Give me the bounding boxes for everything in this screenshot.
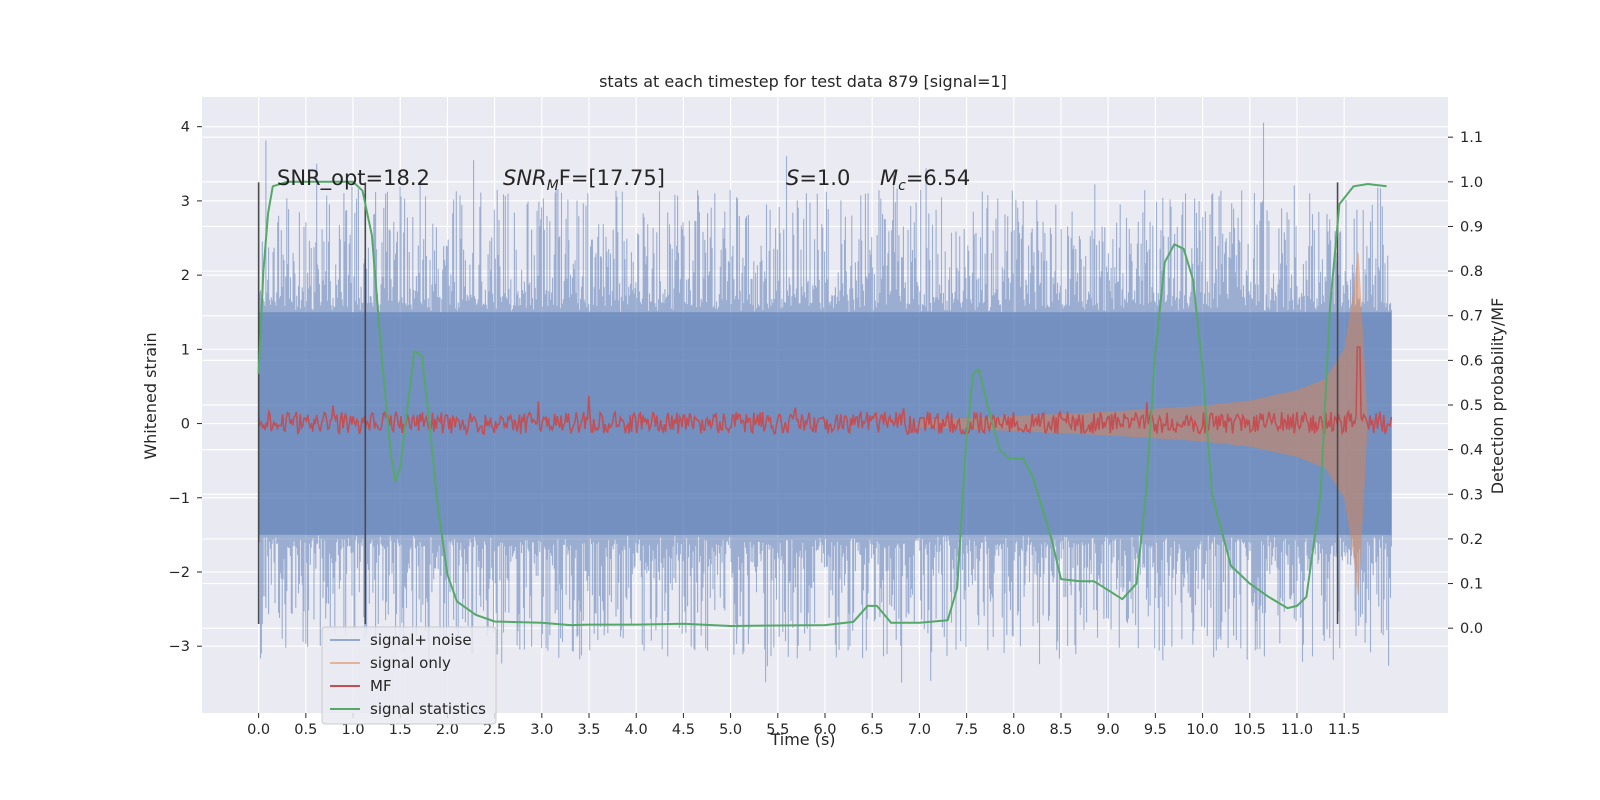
y-right-tick-label: 0.6 bbox=[1460, 353, 1483, 369]
x-tick-label: 4.5 bbox=[672, 722, 695, 738]
x-tick-label: 10.5 bbox=[1234, 722, 1266, 738]
x-tick-label: 8.5 bbox=[1049, 722, 1072, 738]
x-tick-label: 2.5 bbox=[483, 722, 506, 738]
y-right-tick-label: 1.0 bbox=[1460, 175, 1483, 191]
x-tick-label: 0.5 bbox=[294, 722, 317, 738]
annotation-mc: Mc=6.54 bbox=[880, 166, 970, 194]
legend: signal+ noise signal only MF signal stat… bbox=[321, 626, 497, 725]
y-left-axis-ticks: −3 −2 −1 0 1 2 3 4 bbox=[169, 120, 202, 655]
legend-label-mf: MF bbox=[370, 677, 392, 695]
y-left-tick-label: −1 bbox=[169, 491, 190, 507]
mf-line bbox=[257, 346, 1393, 437]
legend-label-signal-noise: signal+ noise bbox=[370, 631, 472, 649]
x-tick-label: 10.0 bbox=[1186, 722, 1218, 738]
y-left-tick-label: 4 bbox=[181, 120, 190, 136]
y-left-tick-label: 3 bbox=[181, 194, 190, 210]
y-axis-left-label: Whitened strain bbox=[141, 332, 160, 459]
x-tick-label: 8.0 bbox=[1002, 722, 1025, 738]
x-tick-label: 6.0 bbox=[813, 722, 836, 738]
y-right-tick-label: 0.0 bbox=[1460, 621, 1483, 637]
legend-label-signal-statistics: signal statistics bbox=[370, 700, 486, 718]
y-left-tick-label: −3 bbox=[169, 639, 190, 655]
y-left-tick-label: 1 bbox=[181, 342, 190, 358]
x-tick-label: 5.0 bbox=[719, 722, 742, 738]
x-axis-ticks: 0.0 0.5 1.0 1.5 2.0 2.5 3.0 3.5 4.0 4.5 5.0 5.5 6.0 6… bbox=[247, 713, 1360, 738]
x-tick-label: 9.0 bbox=[1097, 722, 1120, 738]
signal-statistics-line bbox=[257, 180, 1387, 627]
legend-box bbox=[321, 626, 497, 725]
x-tick-label: 7.0 bbox=[908, 722, 931, 738]
annotation-snr-opt: SNR_opt=18.2 bbox=[277, 166, 430, 191]
x-tick-label: 1.0 bbox=[341, 722, 364, 738]
y-left-tick-label: 0 bbox=[181, 417, 190, 433]
mf-series bbox=[257, 346, 1393, 437]
vertical-markers bbox=[257, 182, 1339, 624]
x-tick-label: 3.0 bbox=[530, 722, 553, 738]
y-right-axis-ticks: 0.0 0.1 0.2 0.3 0.4 0.5 0.6 0.7 0.8 0.9 1.0 1.1 bbox=[1448, 130, 1483, 637]
y-axis-right-label: Detection probability/MF bbox=[1488, 298, 1507, 495]
y-right-tick-label: 0.5 bbox=[1460, 398, 1483, 414]
y-right-tick-label: 0.9 bbox=[1460, 219, 1483, 235]
signal-statistics-series bbox=[257, 180, 1387, 627]
y-right-tick-label: 1.1 bbox=[1460, 130, 1483, 146]
y-left-tick-label: 2 bbox=[181, 268, 190, 284]
y-right-tick-label: 0.4 bbox=[1460, 443, 1483, 459]
x-tick-label: 1.5 bbox=[389, 722, 412, 738]
y-right-tick-label: 0.3 bbox=[1460, 487, 1483, 503]
chart-title: stats at each timestep for test data 879… bbox=[599, 72, 1007, 91]
annotation-s: S=1.0 bbox=[786, 166, 850, 190]
x-tick-label: 7.5 bbox=[955, 722, 978, 738]
x-tick-label: 0.0 bbox=[247, 722, 270, 738]
y-right-tick-label: 0.1 bbox=[1460, 577, 1483, 593]
x-tick-label: 9.5 bbox=[1144, 722, 1167, 738]
x-tick-label: 11.0 bbox=[1281, 722, 1313, 738]
x-tick-label: 5.5 bbox=[766, 722, 789, 738]
y-right-tick-label: 0.2 bbox=[1460, 532, 1483, 548]
x-tick-label: 4.0 bbox=[625, 722, 648, 738]
x-tick-label: 11.5 bbox=[1328, 722, 1360, 738]
x-tick-label: 2.0 bbox=[436, 722, 459, 738]
x-tick-label: 6.5 bbox=[861, 722, 884, 738]
annotation-snr-mf: SNRMF=[17.75] bbox=[503, 166, 665, 194]
y-left-tick-label: −2 bbox=[169, 565, 190, 581]
x-tick-label: 3.5 bbox=[577, 722, 600, 738]
y-right-tick-label: 0.8 bbox=[1460, 264, 1483, 280]
x-axis-label: Time (s) bbox=[769, 730, 835, 749]
y-right-tick-label: 0.7 bbox=[1460, 309, 1483, 325]
legend-label-signal-only: signal only bbox=[370, 654, 451, 672]
